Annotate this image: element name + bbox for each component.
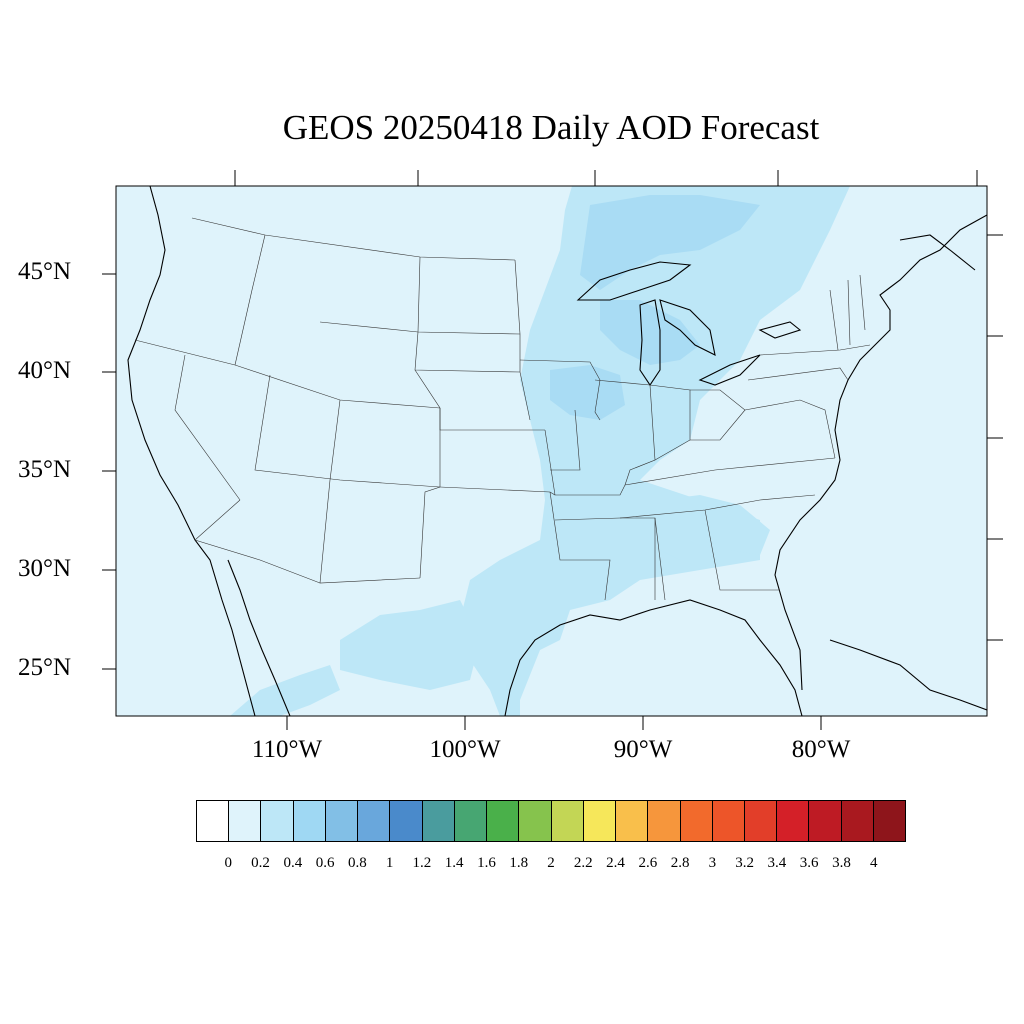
lon-label-100w: 100°W: [429, 736, 501, 763]
lon-label-80w: 80°W: [791, 736, 851, 763]
lake-erie: [698, 354, 761, 386]
lat-label-25n: 25°N: [18, 654, 72, 681]
lon-label-110w: 110°W: [251, 736, 323, 763]
colorbar-swatch: [616, 801, 649, 841]
colorbar-tick-label: 0.2: [251, 855, 270, 871]
colorbar-swatch: [777, 801, 810, 841]
cuba-coastline: [829, 639, 987, 711]
aod-region-southeast: [660, 495, 770, 560]
lake-superior: [576, 261, 692, 301]
colorbar-tick-label: 2.8: [670, 855, 690, 871]
baja-coastline: [227, 559, 291, 716]
colorbar-tick-label: 0.6: [315, 855, 335, 871]
aod-region-mississippi-valley: [460, 186, 850, 716]
pacific-coastline: [127, 186, 256, 716]
atlantic-coastline: [774, 214, 987, 691]
colorbar-tick-label: 3.8: [832, 855, 851, 871]
colorbar-swatch: [197, 801, 230, 841]
colorbar-tick-label: 0: [224, 855, 233, 871]
maritime-coastline: [899, 234, 976, 271]
colorbar-swatch: [390, 801, 423, 841]
colorbar-swatch: [809, 801, 842, 841]
lat-label-40n: 40°N: [18, 357, 72, 384]
colorbar-swatch: [325, 801, 359, 841]
aod-region-southwest: [230, 665, 340, 716]
colorbar-tick-label: 3.6: [799, 855, 819, 871]
colorbar-tick-label: 4: [869, 855, 878, 871]
colorbar-swatch: [680, 801, 713, 841]
colorbar-swatch: [261, 801, 294, 841]
lon-label-90w: 90°W: [613, 736, 673, 763]
colorbar-swatch: [744, 801, 778, 841]
aod-region-michigan-high: [600, 300, 700, 365]
aod-colorbar: [196, 800, 906, 842]
colorbar-swatch: [454, 801, 488, 841]
colorbar-swatch: [422, 801, 455, 841]
colorbar-tick-label: 3: [708, 855, 717, 871]
colorbar-tick-label: 3.2: [735, 855, 754, 871]
colorbar-swatch: [583, 801, 617, 841]
lake-ontario: [758, 321, 802, 339]
colorbar-swatch: [519, 801, 552, 841]
colorbar-tick-label: 1.8: [509, 855, 529, 871]
colorbar-tick-label: 0.8: [347, 855, 367, 871]
colorbar-tick-label: 1: [385, 855, 394, 871]
colorbar-swatch: [873, 801, 906, 841]
gulf-coastline: [504, 599, 803, 716]
colorbar-swatch: [648, 801, 681, 841]
colorbar-tick-label: 2: [547, 855, 555, 871]
aod-region-gulf-texas: [340, 600, 480, 690]
map-frame: [115, 185, 988, 717]
colorbar-tick-label: 2.6: [638, 855, 658, 871]
lat-label-30n: 30°N: [18, 555, 72, 582]
colorbar-tick-label: 1.4: [444, 855, 464, 871]
colorbar-tick-label: 1.6: [477, 855, 496, 871]
colorbar-tick-label: 1.2: [412, 855, 432, 871]
colorbar-swatch: [293, 801, 326, 841]
map-title: GEOS 20250418 Daily AOD Forecast: [282, 108, 820, 147]
colorbar-swatch: [487, 801, 520, 841]
colorbar-tick-label: 2.4: [606, 855, 625, 871]
colorbar-swatch: [551, 801, 584, 841]
colorbar-swatch: [841, 801, 874, 841]
aod-region-lake-superior-high: [580, 195, 760, 290]
lat-label-35n: 35°N: [18, 456, 72, 483]
lake-michigan: [639, 299, 661, 386]
lat-label-45n: 45°N: [18, 258, 72, 285]
colorbar-tick-label: 3.4: [767, 855, 787, 871]
colorbar-tick-label: 0.4: [283, 855, 303, 871]
aod-region-iowa-high: [550, 365, 625, 420]
colorbar-swatch: [229, 801, 262, 841]
colorbar-swatch: [712, 801, 745, 841]
lake-huron: [659, 299, 716, 356]
colorbar-swatch: [358, 801, 391, 841]
colorbar-tick-label: 2.2: [573, 855, 593, 871]
